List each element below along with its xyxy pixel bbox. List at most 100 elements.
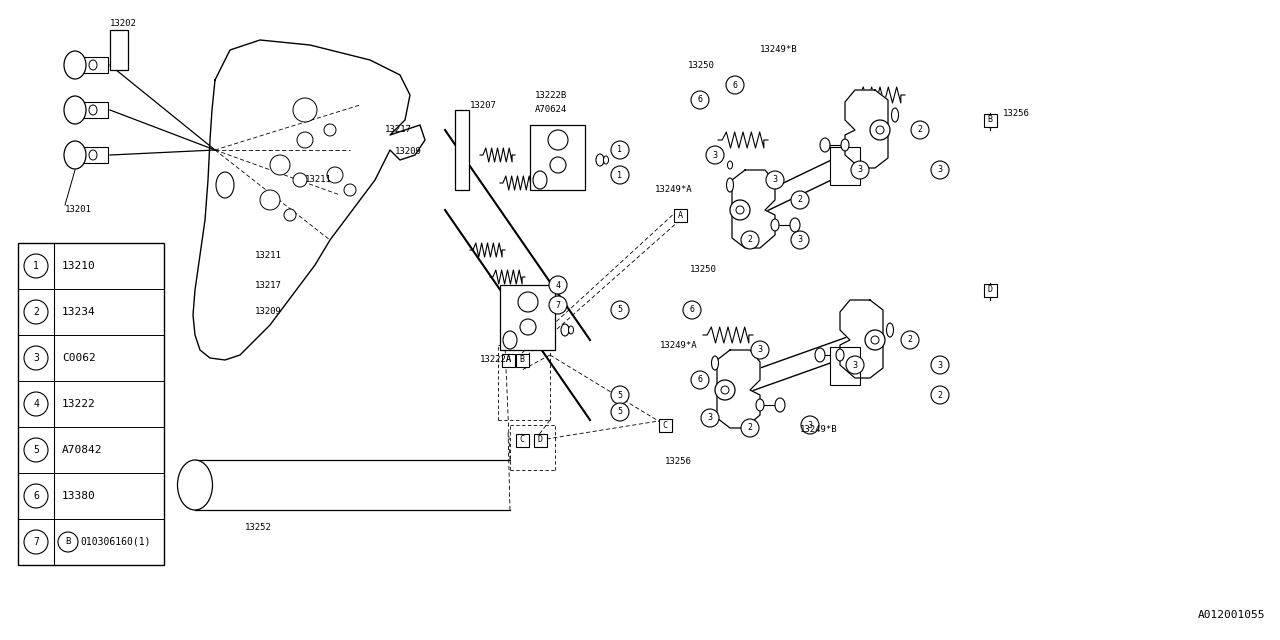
Bar [534,433,547,447]
Ellipse shape [756,399,764,411]
Bar [673,209,686,221]
Text: A: A [677,211,682,220]
Ellipse shape [712,356,718,370]
Ellipse shape [771,219,780,231]
Bar [79,57,108,73]
Text: 13209: 13209 [396,147,422,157]
Text: 6: 6 [690,305,695,314]
Text: 6: 6 [33,491,38,501]
Text: D: D [987,285,992,294]
Circle shape [741,231,759,249]
Ellipse shape [836,349,844,361]
Text: 3: 3 [808,420,813,429]
Circle shape [611,166,628,184]
Bar [18,243,164,565]
Text: 6: 6 [698,95,703,104]
Ellipse shape [90,60,97,70]
Text: 4: 4 [556,280,561,289]
Circle shape [58,532,78,552]
Circle shape [549,276,567,294]
Circle shape [701,409,719,427]
Circle shape [691,371,709,389]
Ellipse shape [727,161,732,169]
Circle shape [707,146,724,164]
Circle shape [791,231,809,249]
Bar [502,353,515,367]
Circle shape [611,301,628,319]
Circle shape [716,380,735,400]
Text: 3: 3 [713,150,718,159]
Circle shape [297,132,314,148]
Text: C: C [663,420,667,429]
Ellipse shape [64,96,86,124]
Text: 7: 7 [556,301,561,310]
Text: 3: 3 [858,166,863,175]
Text: 3: 3 [852,360,858,369]
Circle shape [344,184,356,196]
Text: 6: 6 [698,376,703,385]
Text: 1: 1 [617,170,622,179]
Bar [516,433,529,447]
Text: B: B [65,538,70,547]
Ellipse shape [90,105,97,115]
Bar [530,125,585,190]
Ellipse shape [64,141,86,169]
Circle shape [870,336,879,344]
Circle shape [324,124,335,136]
Ellipse shape [596,154,604,166]
Text: 13217: 13217 [385,125,412,134]
Circle shape [548,130,568,150]
Text: 3: 3 [773,175,777,184]
Text: 2: 2 [937,390,942,399]
Polygon shape [193,40,425,360]
Circle shape [730,200,750,220]
Text: 010306160(1): 010306160(1) [79,537,151,547]
Circle shape [931,161,948,179]
Text: A70624: A70624 [535,106,567,115]
Text: 13250: 13250 [690,266,717,275]
Circle shape [24,438,49,462]
Text: 2: 2 [797,195,803,205]
Ellipse shape [790,218,800,232]
Ellipse shape [841,139,849,151]
Text: 13209: 13209 [255,307,282,317]
Text: 3: 3 [758,346,763,355]
Circle shape [549,296,567,314]
Circle shape [611,386,628,404]
Text: 2: 2 [908,335,913,344]
Circle shape [24,346,49,370]
Ellipse shape [603,156,608,164]
Circle shape [270,155,291,175]
Circle shape [24,392,49,416]
Ellipse shape [820,138,829,152]
Circle shape [865,330,884,350]
Bar [79,102,108,118]
Text: C0062: C0062 [61,353,96,363]
Ellipse shape [727,178,733,192]
Circle shape [931,386,948,404]
Ellipse shape [815,348,826,362]
Text: A: A [506,355,511,365]
Circle shape [741,419,759,437]
Text: 2: 2 [748,424,753,433]
Circle shape [791,191,809,209]
Bar [829,347,860,385]
Circle shape [684,301,701,319]
Circle shape [726,76,744,94]
Ellipse shape [774,398,785,412]
Text: 13211: 13211 [305,175,332,184]
Ellipse shape [216,172,234,198]
Bar [454,110,468,190]
Text: 5: 5 [617,408,622,417]
Text: 13222B: 13222B [535,90,567,99]
Bar [829,147,860,185]
Circle shape [801,416,819,434]
Text: 1: 1 [33,261,38,271]
Text: 13222: 13222 [61,399,96,409]
Circle shape [846,356,864,374]
Circle shape [611,403,628,421]
Text: 13380: 13380 [61,491,96,501]
Text: 3: 3 [708,413,713,422]
Bar [110,30,128,70]
Text: B: B [987,115,992,125]
